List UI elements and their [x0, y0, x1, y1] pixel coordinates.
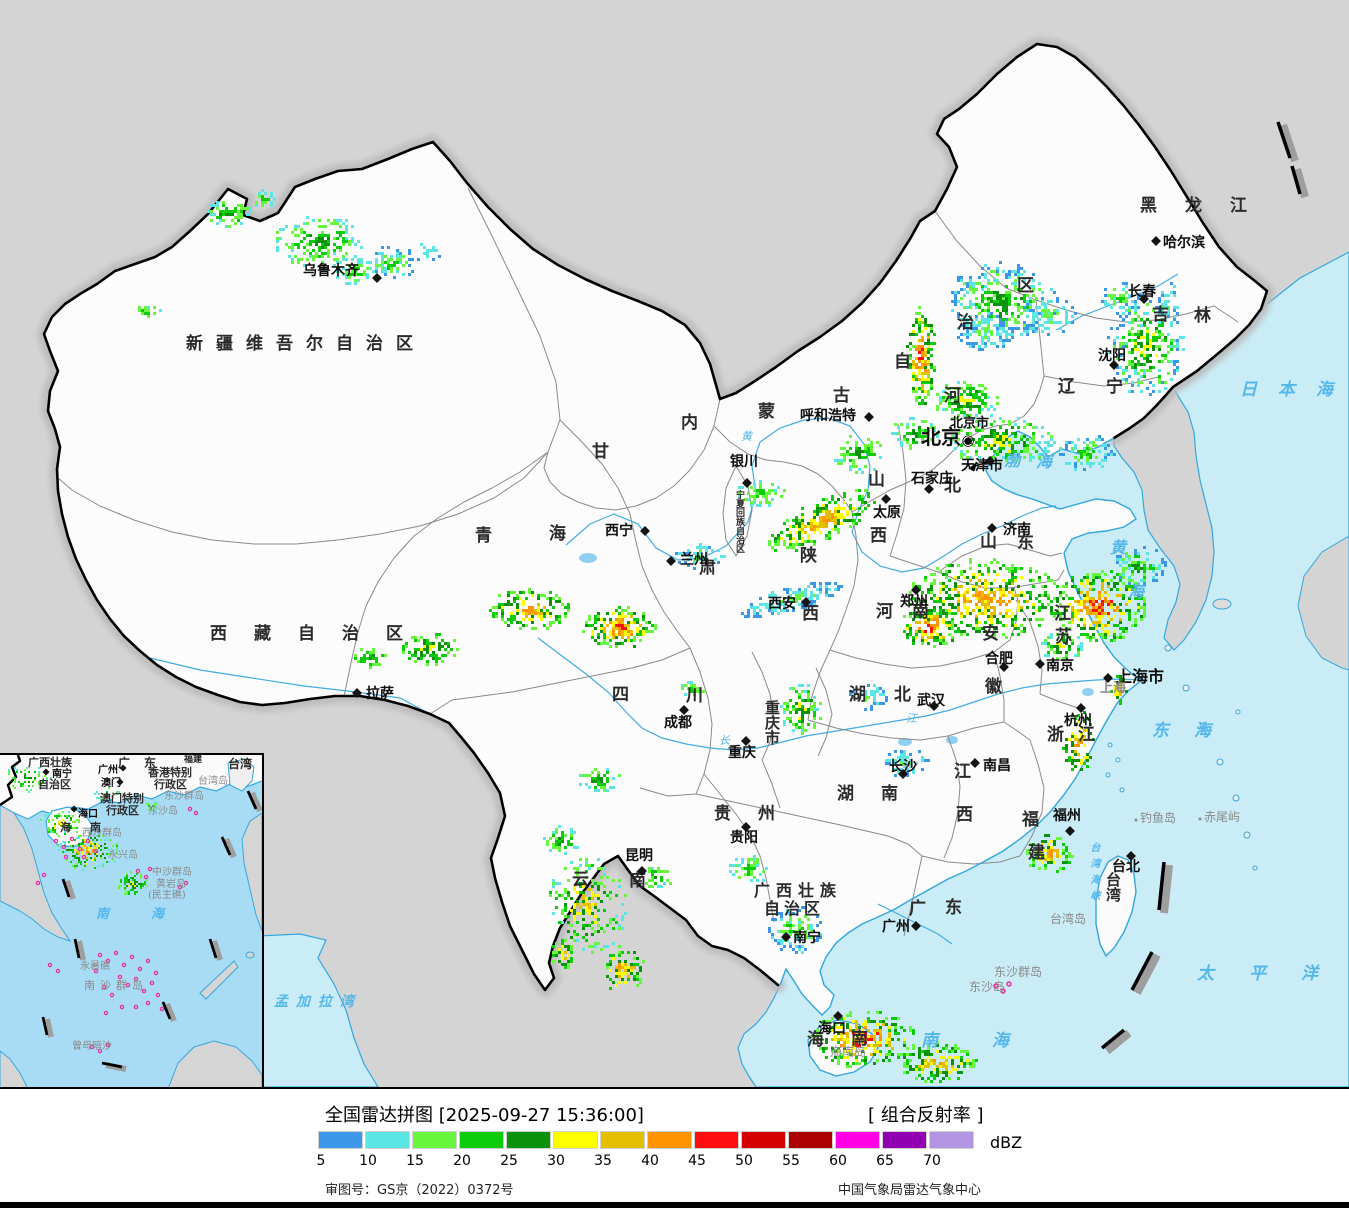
colorbar-tick: 40: [641, 1153, 659, 1169]
colorbar-tick: 50: [735, 1153, 753, 1169]
colorbar-tick: 65: [876, 1153, 894, 1169]
colorbar-swatch: [835, 1131, 880, 1149]
colorbar-tick: 25: [500, 1153, 518, 1169]
colorbar-swatch: [929, 1131, 974, 1149]
colorbar-swatch: [741, 1131, 786, 1149]
colorbar-tick: 5: [316, 1153, 326, 1169]
inset-canvas: [0, 755, 262, 1087]
legend-product-name: [ 组合反射率 ]: [868, 1105, 984, 1126]
legend-panel: 全国雷达拼图 [2025-09-27 15:36:00] [ 组合反射率 ] d…: [0, 1089, 1349, 1208]
colorbar-unit: dBZ: [990, 1133, 1023, 1152]
colorbar-tick: 35: [594, 1153, 612, 1169]
colorbar-tick: 60: [829, 1153, 847, 1169]
radar-echoes: [8, 767, 158, 895]
colorbar-tick: 70: [923, 1153, 941, 1169]
colorbar-swatch: [459, 1131, 504, 1149]
colorbar-swatch: [318, 1131, 363, 1149]
colorbar-swatch: [365, 1131, 410, 1149]
colorbar-tick: 30: [547, 1153, 565, 1169]
colorbar-swatch: [506, 1131, 551, 1149]
radar-echoes: [138, 189, 1185, 1083]
colorbar-swatch: [600, 1131, 645, 1149]
colorbar-tick: 10: [359, 1153, 377, 1169]
china-radar-map: 新疆维吾尔自治区 西藏自治区内蒙古自治区甘肃青海宁夏回族自治区陕西山西河北山东河南…: [0, 0, 1349, 1089]
colorbar-swatch: [412, 1131, 457, 1149]
colorbar-tick: 55: [782, 1153, 800, 1169]
colorbar-swatch: [553, 1131, 598, 1149]
colorbar-tick: 45: [688, 1153, 706, 1169]
colorbar: [318, 1131, 976, 1149]
colorbar-tick: 15: [406, 1153, 424, 1169]
colorbar-swatch: [882, 1131, 927, 1149]
legend-credit: 中国气象局雷达气象中心: [838, 1183, 982, 1198]
map-approval-number: 审图号：GS京（2022）0372号: [325, 1183, 514, 1198]
colorbar-swatch: [647, 1131, 692, 1149]
colorbar-tick: 20: [453, 1153, 471, 1169]
colorbar-swatch: [788, 1131, 833, 1149]
colorbar-swatch: [694, 1131, 739, 1149]
south-china-sea-inset: 广西壮族 自治区 广东 福建 台湾 香港特别 行政区 澳门特别 行政区 海南 南宁 广州 澳门 海口 台湾岛…: [0, 753, 264, 1087]
legend-title: 全国雷达拼图 [2025-09-27 15:36:00]: [325, 1105, 644, 1126]
